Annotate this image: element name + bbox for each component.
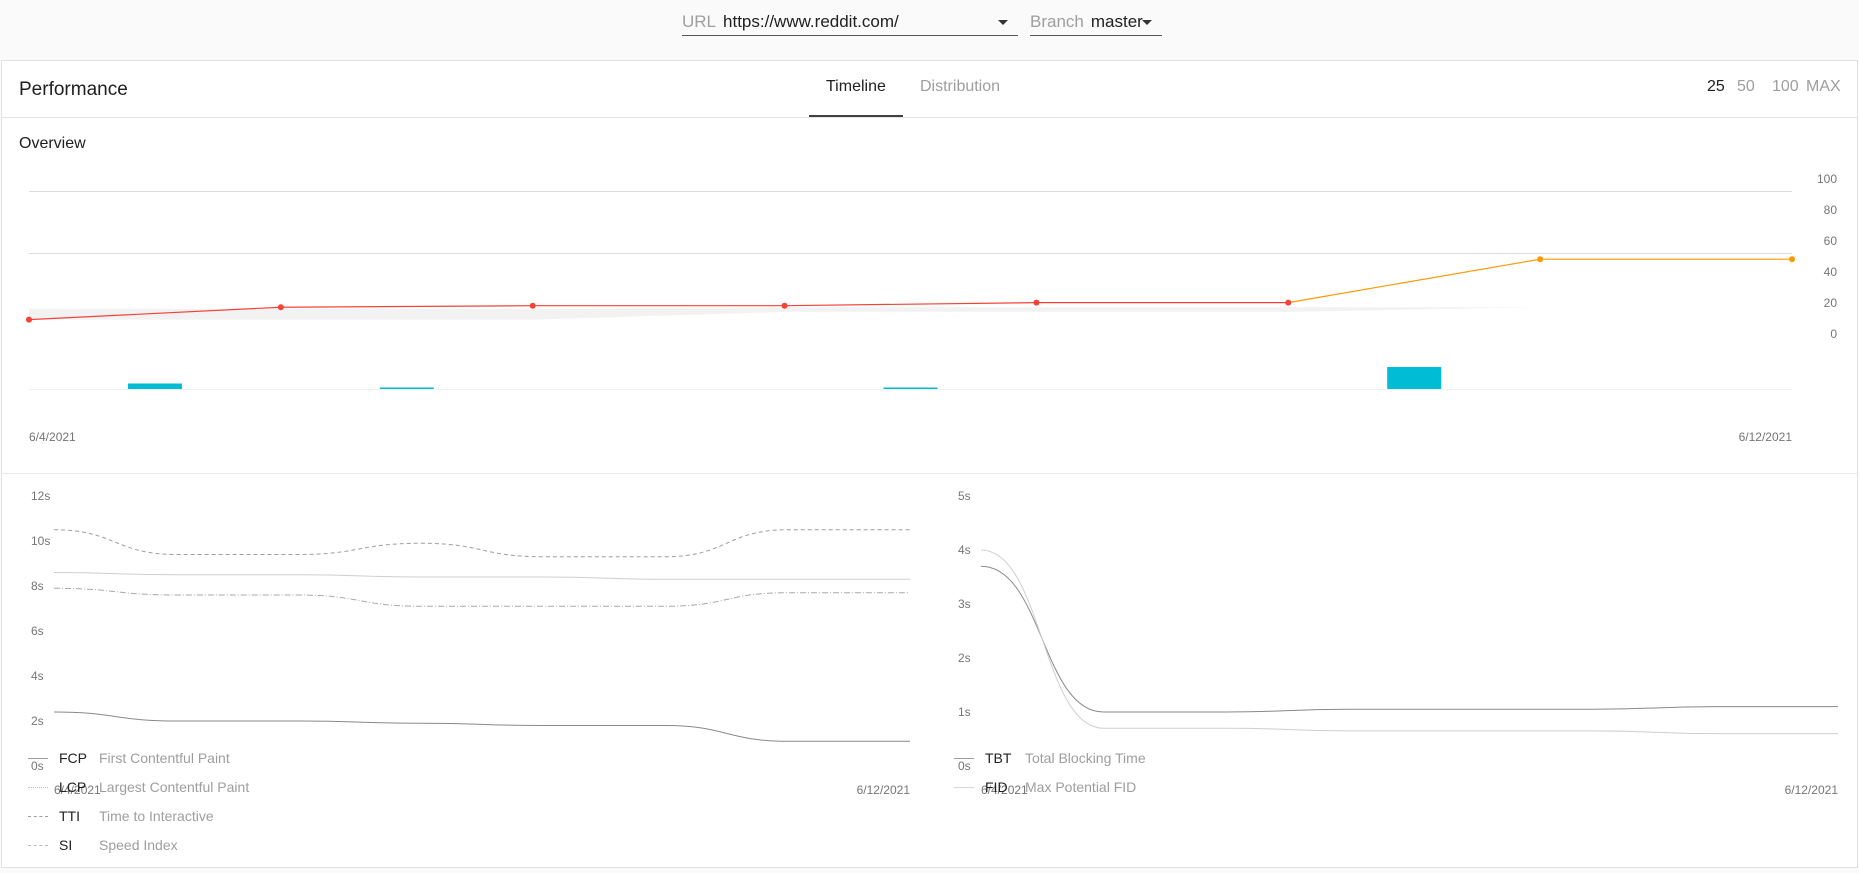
legend-item-lcp: LCP Largest Contentful Paint [28, 778, 249, 796]
score-point [26, 316, 32, 323]
score-point [529, 302, 536, 309]
overview-divider [2, 473, 1857, 474]
branch-select[interactable]: Branch master [1030, 8, 1162, 36]
metric-line [53, 587, 910, 607]
url-value: https://www.reddit.com/ [723, 11, 899, 31]
performance-card: Performance Timeline Distribution 25 50 … [1, 60, 1858, 868]
score-line-segment [280, 305, 533, 308]
y-tick-label: 5s [958, 489, 971, 503]
range-50-button[interactable]: 50 [1737, 78, 1755, 95]
y-tick-label: 0 [1830, 327, 1837, 341]
score-point [1033, 299, 1040, 306]
line-swatch [28, 786, 48, 788]
score-point [781, 302, 788, 309]
score-line-segment [784, 302, 1037, 307]
y-tick-label: 0s [31, 759, 44, 773]
tab-timeline[interactable]: Timeline [826, 78, 886, 95]
regression-bar [379, 387, 434, 389]
line-swatch [28, 844, 48, 846]
line-swatch [954, 757, 974, 759]
y-tick-label: 10s [31, 534, 50, 548]
x-tick-label: 6/4/2021 [29, 430, 76, 444]
overview-title: Overview [19, 135, 86, 152]
line-swatch [28, 757, 48, 759]
range-100-button[interactable]: 100 [1772, 78, 1799, 95]
legend-label: Total Blocking Time [1025, 750, 1146, 766]
url-label: URL [682, 11, 717, 31]
overview-chart: 100 80 60 40 20 0 6/4/2021 6/12/2021 [26, 172, 1838, 444]
card-header: Performance Timeline Distribution 25 50 … [2, 61, 1857, 118]
score-point [1285, 299, 1292, 306]
y-tick-label: 6s [31, 624, 44, 638]
x-tick-label: 6/12/2021 [857, 783, 911, 797]
legend-label: First Contentful Paint [99, 750, 230, 766]
y-tick-label: 2s [958, 651, 971, 665]
legend-abbr: LCP [59, 779, 87, 795]
y-tick-label: 3s [958, 597, 971, 611]
branch-value: master [1090, 11, 1143, 31]
line-swatch [28, 815, 48, 817]
range-max-button[interactable]: MAX [1806, 78, 1841, 95]
legend-abbr: SI [59, 837, 73, 853]
x-tick-label: 6/12/2021 [1739, 430, 1793, 444]
score-point [1537, 256, 1544, 263]
branch-label: Branch [1030, 11, 1084, 31]
blocking-metrics-chart: 5s 4s 3s 2s 1s 0s 6/4/2021 6/12/2021 [958, 489, 1839, 797]
page-title: Performance [19, 79, 128, 100]
regression-bar [883, 387, 938, 389]
legend-abbr: TBT [985, 750, 1012, 766]
y-tick-label: 0s [958, 759, 971, 773]
range-25-button[interactable]: 25 [1707, 78, 1725, 95]
url-select[interactable]: URL https://www.reddit.com/ [682, 8, 1018, 36]
score-point [1789, 256, 1795, 263]
y-tick-label: 20 [1824, 296, 1838, 310]
line-swatch [954, 786, 974, 788]
y-tick-label: 80 [1824, 203, 1838, 217]
selector-bar: URL https://www.reddit.com/ Branch maste… [0, 0, 1859, 60]
y-tick-label: 4s [958, 543, 971, 557]
chevron-down-icon[interactable] [998, 20, 1008, 25]
x-tick-label: 6/4/2021 [54, 783, 101, 797]
y-tick-label: 60 [1824, 234, 1838, 248]
active-tab-indicator [809, 115, 903, 117]
legend-abbr: TTI [59, 808, 80, 824]
chevron-down-icon[interactable] [1142, 20, 1152, 25]
score-point [277, 304, 284, 311]
legend-label: Max Potential FID [1025, 779, 1137, 795]
y-tick-label: 12s [31, 489, 50, 503]
metric-line [980, 565, 1838, 713]
metric-line [53, 711, 910, 742]
legend-abbr: FCP [59, 750, 87, 766]
x-tick-label: 6/4/2021 [981, 783, 1028, 797]
legend-label: Time to Interactive [99, 808, 214, 824]
legend-item-tti: TTI Time to Interactive [28, 807, 214, 825]
regression-bar [127, 383, 182, 389]
y-tick-label: 40 [1824, 265, 1838, 279]
score-line-segment [1288, 258, 1541, 304]
metric-line [980, 549, 1838, 735]
legend-label: Largest Contentful Paint [99, 779, 250, 795]
y-tick-label: 2s [31, 714, 44, 728]
legend-label: Speed Index [99, 837, 178, 853]
legend-abbr: FID [985, 779, 1008, 795]
metric-line [53, 572, 910, 580]
y-tick-label: 4s [31, 669, 44, 683]
legend-item-fcp: FCP First Contentful Paint [28, 749, 230, 767]
regression-bar [1387, 367, 1442, 389]
tab-distribution[interactable]: Distribution [920, 78, 1001, 95]
y-tick-label: 8s [31, 579, 44, 593]
y-tick-label: 100 [1817, 172, 1837, 186]
score-range-band [29, 307, 1792, 320]
score-line-segment [28, 306, 281, 321]
legend-item-tbt: TBT Total Blocking Time [954, 749, 1146, 767]
metric-line [53, 529, 910, 558]
legend-item-fid: FID Max Potential FID [954, 778, 1136, 796]
y-tick-label: 1s [958, 705, 971, 719]
legend-item-si: SI Speed Index [28, 836, 178, 854]
x-tick-label: 6/12/2021 [1785, 783, 1839, 797]
paint-metrics-chart: 12s 10s 8s 6s 4s 2s 0s 6/4/2021 6/12/2021 [31, 489, 911, 797]
